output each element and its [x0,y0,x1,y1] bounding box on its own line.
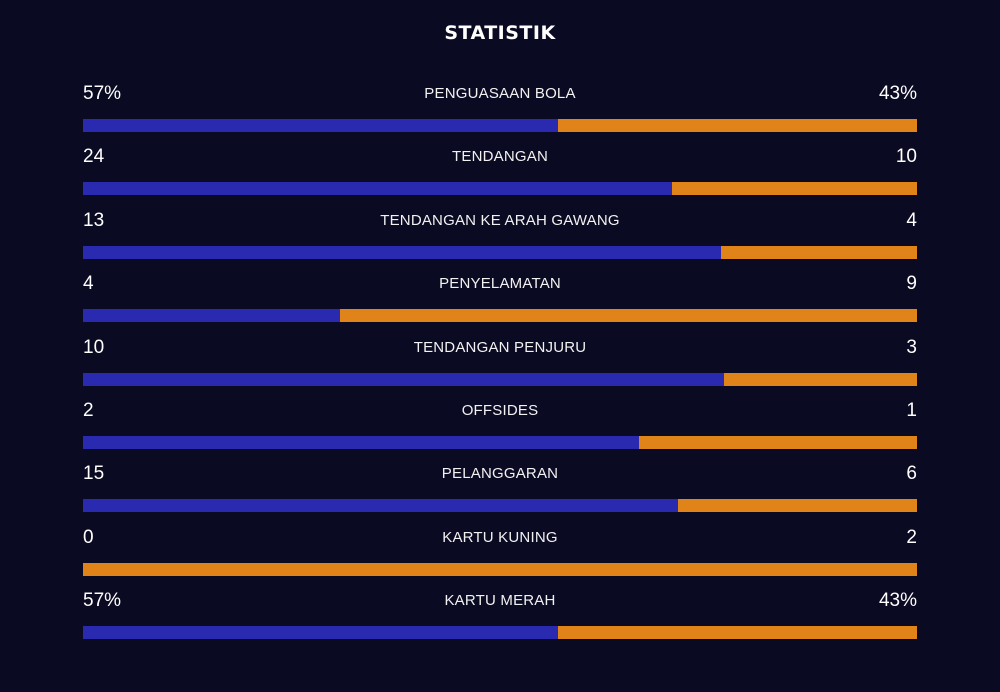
stat-label: PENGUASAAN BOLA [424,85,576,102]
stat-row-shots-on-target: 13 TENDANGAN KE ARAH GAWANG 4 [83,208,917,271]
home-value: 15 [83,463,105,485]
stat-label: KARTU KUNING [442,528,558,546]
stat-label: TENDANGAN [452,148,548,166]
stat-label: PELANGGARAN [441,465,559,483]
away-value: 6 [906,463,917,485]
away-value: 43% [878,83,917,104]
home-value: 0 [83,526,94,548]
home-bar-fill [83,499,679,513]
stat-row-saves: 4 PENYELAMATAN 9 [83,271,917,334]
home-bar-fill [83,119,559,132]
home-value: 13 [83,209,105,231]
home-bar-fill [83,309,340,323]
stat-label: OFFSIDES [461,401,539,419]
stat-row-possession: 57% PENGUASAAN BOLA 43% [83,81,917,144]
stat-row-offsides: 2 OFFSIDES 1 [83,398,917,461]
stat-bar [83,499,917,513]
home-bar-fill [83,626,559,640]
stat-bar [83,626,917,640]
home-value: 2 [83,399,94,421]
stat-bar [83,435,917,449]
stat-row-yellow-cards: 0 KARTU KUNING 2 [83,525,917,588]
home-value: 57% [83,590,122,612]
stat-bar [83,245,917,259]
stat-bar [83,182,917,196]
stat-row-fouls: 15 PELANGGARAN 6 [83,461,917,524]
page-title: STATISTIK [444,22,556,44]
stat-bar [83,119,917,132]
home-bar-fill [83,245,721,259]
stat-row-red-cards: 57% KARTU MERAH 43% [83,588,917,651]
stat-label: TENDANGAN PENJURU [413,338,587,356]
away-value: 4 [906,209,917,231]
home-value: 24 [83,146,105,168]
away-value: 10 [895,146,917,168]
away-value: 1 [906,399,917,421]
home-value: 10 [83,336,105,358]
stat-bar [83,309,917,323]
home-bar-fill [83,372,725,386]
away-value: 43% [878,590,917,612]
stat-row-shots: 24 TENDANGAN 10 [83,144,917,207]
stat-label: KARTU MERAH [444,592,556,610]
stat-label: TENDANGAN KE ARAH GAWANG [380,211,620,229]
home-bar-fill [83,435,640,449]
away-value: 3 [906,336,917,358]
stat-label: PENYELAMATAN [439,275,561,293]
stat-row-corners: 10 TENDANGAN PENJURU 3 [83,335,917,398]
away-value: 9 [906,273,917,295]
home-bar-fill [83,182,672,196]
home-value: 57% [83,83,122,104]
stat-bar [83,562,917,576]
stat-bar [83,372,917,386]
away-value: 2 [906,526,917,548]
home-value: 4 [83,273,94,295]
stats-list: 57% PENGUASAAN BOLA 43% 24 TENDANGAN 10 … [83,81,917,652]
